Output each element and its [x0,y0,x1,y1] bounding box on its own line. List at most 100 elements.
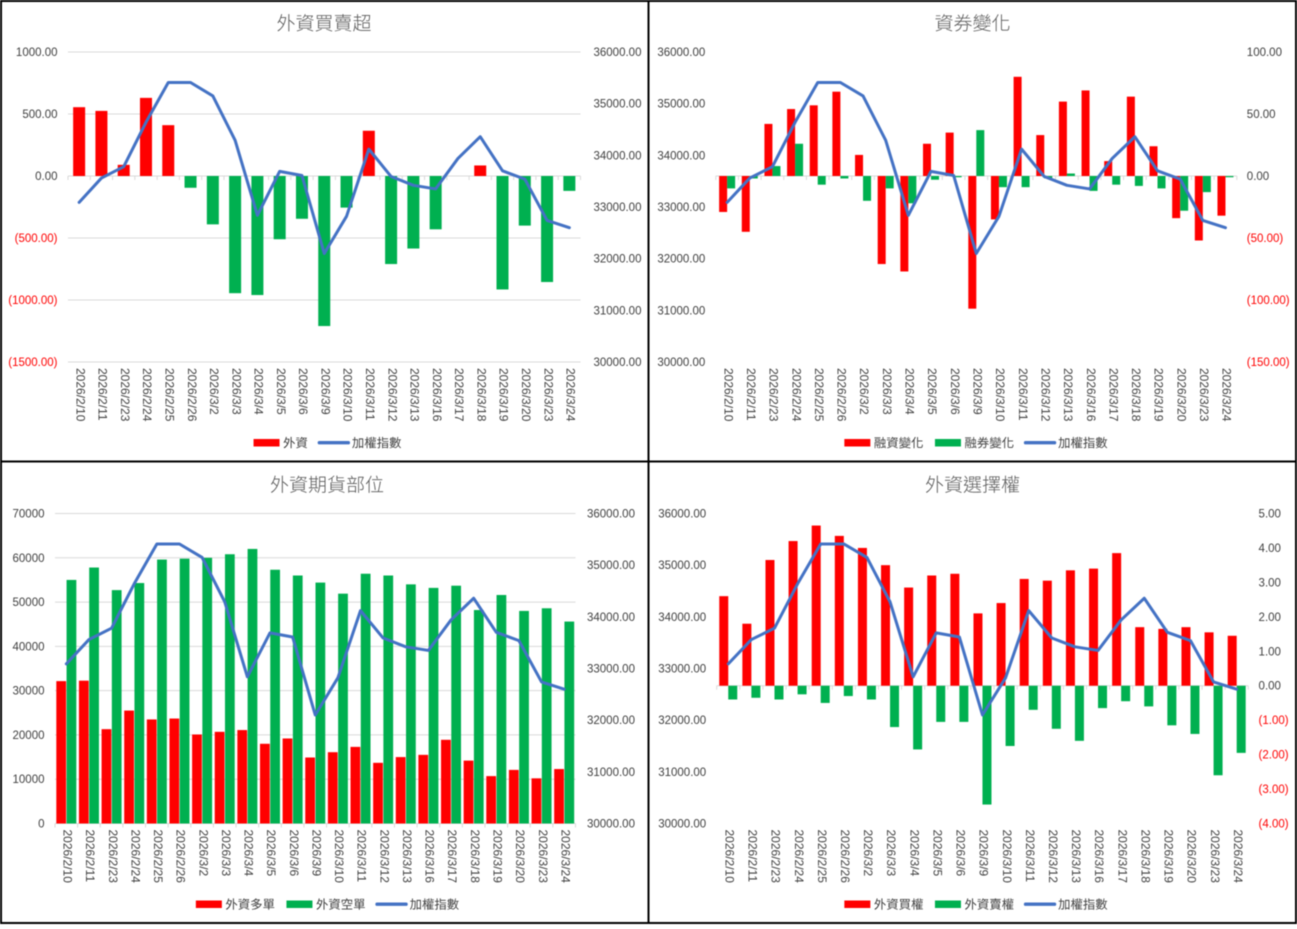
svg-text:2026/2/26: 2026/2/26 [838,830,852,884]
svg-text:100.00: 100.00 [1247,47,1282,59]
svg-text:35000.00: 35000.00 [657,99,705,111]
svg-text:0: 0 [38,819,44,831]
svg-text:0.00: 0.00 [35,171,57,183]
svg-text:2026/3/16: 2026/3/16 [1092,830,1106,884]
svg-text:2026/3/9: 2026/3/9 [977,830,991,877]
svg-text:33000.00: 33000.00 [658,664,706,676]
svg-text:31000.00: 31000.00 [658,767,706,779]
svg-text:32000.00: 32000.00 [594,254,642,266]
svg-text:(4.00): (4.00) [1259,819,1289,831]
svg-text:2026/3/6: 2026/3/6 [287,830,301,877]
svg-text:2026/3/9: 2026/3/9 [318,368,332,415]
svg-text:1.00: 1.00 [1259,646,1281,658]
svg-text:0.00: 0.00 [1259,681,1281,693]
svg-text:2026/3/3: 2026/3/3 [229,368,243,415]
svg-text:36000.00: 36000.00 [657,47,705,59]
svg-text:4.00: 4.00 [1259,543,1281,555]
svg-text:2026/3/17: 2026/3/17 [445,830,459,884]
svg-text:2026/3/18: 2026/3/18 [468,830,482,884]
svg-text:2026/3/19: 2026/3/19 [490,830,504,884]
svg-text:2026/3/5: 2026/3/5 [930,830,944,877]
svg-text:2026/3/20: 2026/3/20 [513,830,527,884]
svg-text:50000: 50000 [13,597,45,609]
svg-text:35000.00: 35000.00 [587,560,635,572]
svg-text:40000: 40000 [13,641,45,653]
svg-text:2026/3/23: 2026/3/23 [541,368,555,422]
svg-text:2026/2/25: 2026/2/25 [815,830,829,884]
svg-text:2026/3/20: 2026/3/20 [1185,830,1199,884]
svg-text:30000.00: 30000.00 [658,819,706,831]
svg-text:2026/2/11: 2026/2/11 [744,368,758,421]
svg-text:(50.00): (50.00) [1247,233,1284,245]
svg-text:2026/3/5: 2026/3/5 [264,830,278,877]
svg-text:2026/3/13: 2026/3/13 [1069,830,1083,884]
svg-text:2026/3/9: 2026/3/9 [309,830,323,877]
svg-text:(3.00): (3.00) [1259,784,1289,796]
svg-text:2026/2/10: 2026/2/10 [73,368,87,422]
svg-text:2026/3/3: 2026/3/3 [884,830,898,877]
svg-text:2026/3/24: 2026/3/24 [1220,368,1234,422]
svg-text:2026/3/5: 2026/3/5 [274,368,288,415]
svg-text:2026/3/4: 2026/3/4 [252,368,266,415]
svg-text:34000.00: 34000.00 [657,150,705,162]
svg-text:30000.00: 30000.00 [587,819,635,831]
svg-text:2026/3/3: 2026/3/3 [219,830,233,877]
svg-text:2026/3/19: 2026/3/19 [1152,368,1166,422]
svg-text:2026/2/25: 2026/2/25 [162,368,176,422]
svg-text:2026/3/3: 2026/3/3 [880,368,894,415]
svg-text:2026/2/24: 2026/2/24 [789,368,803,422]
svg-text:2026/2/24: 2026/2/24 [140,368,154,422]
svg-text:2026/3/10: 2026/3/10 [341,368,355,422]
svg-text:2026/3/16: 2026/3/16 [423,830,437,884]
svg-text:2026/2/10: 2026/2/10 [61,830,75,884]
svg-text:2026/3/2: 2026/3/2 [196,830,210,877]
svg-text:2026/2/25: 2026/2/25 [151,830,165,884]
svg-text:32000.00: 32000.00 [657,254,705,266]
svg-text:31000.00: 31000.00 [587,767,635,779]
svg-text:2026/2/23: 2026/2/23 [106,830,120,884]
svg-text:(150.00): (150.00) [1247,357,1290,369]
svg-text:2026/2/23: 2026/2/23 [118,368,132,422]
svg-text:2026/3/16: 2026/3/16 [1084,368,1098,422]
svg-text:2026/3/18: 2026/3/18 [1129,368,1143,422]
svg-text:2026/3/24: 2026/3/24 [564,368,578,422]
svg-text:31000.00: 31000.00 [657,305,705,317]
svg-text:2026/3/10: 2026/3/10 [1000,830,1014,884]
svg-text:36000.00: 36000.00 [658,509,706,521]
svg-text:(500.00): (500.00) [15,233,58,245]
svg-text:2026/3/6: 2026/3/6 [954,830,968,877]
svg-text:36000.00: 36000.00 [594,47,642,59]
svg-text:2026/3/13: 2026/3/13 [1061,368,1075,422]
svg-text:2026/3/24: 2026/3/24 [558,830,572,884]
svg-text:2026/2/26: 2026/2/26 [185,368,199,422]
svg-text:35000.00: 35000.00 [658,560,706,572]
svg-text:32000.00: 32000.00 [587,715,635,727]
svg-text:2026/2/25: 2026/2/25 [812,368,826,422]
svg-text:2026/3/5: 2026/3/5 [925,368,939,415]
svg-text:35000.00: 35000.00 [594,99,642,111]
svg-text:2026/3/20: 2026/3/20 [519,368,533,422]
svg-text:2026/3/18: 2026/3/18 [474,368,488,422]
svg-text:5.00: 5.00 [1259,509,1281,521]
svg-text:2026/3/17: 2026/3/17 [452,368,466,422]
svg-text:34000.00: 34000.00 [587,612,635,624]
svg-text:2026/2/10: 2026/2/10 [722,830,736,884]
svg-text:2026/2/24: 2026/2/24 [792,830,806,884]
svg-text:20000: 20000 [13,730,45,742]
svg-text:2.00: 2.00 [1259,612,1281,624]
svg-text:2026/3/18: 2026/3/18 [1138,830,1152,884]
svg-text:(1500.00): (1500.00) [8,357,57,369]
svg-text:2026/2/23: 2026/2/23 [769,830,783,884]
svg-text:2026/2/24: 2026/2/24 [128,830,142,884]
svg-text:(1000.00): (1000.00) [8,295,57,307]
svg-text:2026/3/23: 2026/3/23 [1208,830,1222,884]
svg-text:2026/3/12: 2026/3/12 [1046,830,1060,884]
svg-text:2026/2/11: 2026/2/11 [746,830,760,883]
svg-text:60000: 60000 [13,553,45,565]
svg-text:33000.00: 33000.00 [587,664,635,676]
svg-text:2026/3/17: 2026/3/17 [1106,368,1120,422]
svg-text:1000.00: 1000.00 [16,47,58,59]
svg-text:2026/3/2: 2026/3/2 [207,368,221,415]
svg-text:2026/3/13: 2026/3/13 [408,368,422,422]
svg-text:2026/3/19: 2026/3/19 [1162,830,1176,884]
